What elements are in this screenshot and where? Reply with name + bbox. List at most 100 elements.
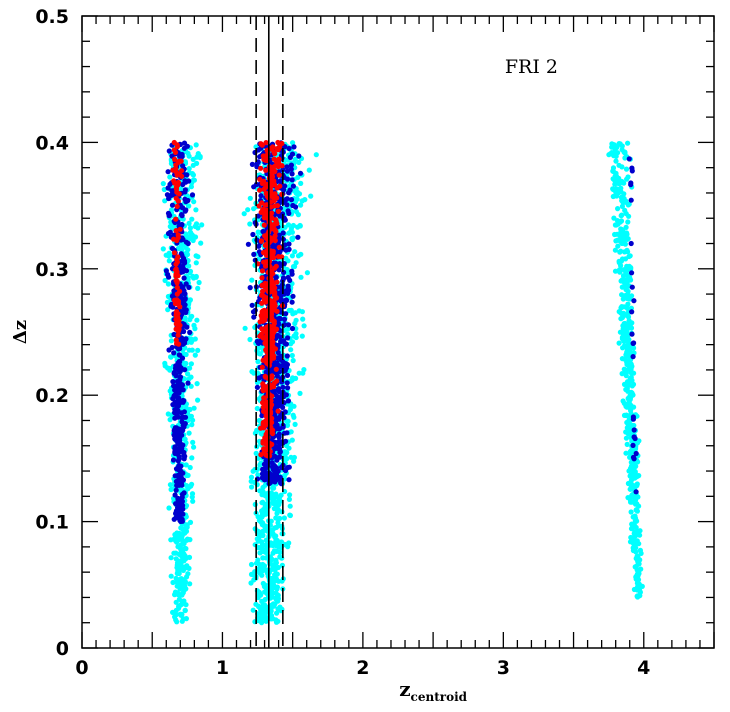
data-point: [625, 140, 631, 146]
data-point: [260, 499, 266, 505]
data-point: [271, 221, 278, 228]
data-point: [273, 472, 280, 478]
data-point: [189, 347, 195, 353]
data-point: [617, 269, 623, 275]
data-point: [275, 386, 282, 392]
data-point: [626, 424, 633, 430]
data-point: [629, 525, 635, 531]
data-point: [612, 247, 619, 253]
data-point: [198, 240, 204, 246]
data-point: [174, 565, 180, 571]
data-point: [299, 309, 305, 315]
data-point: [628, 266, 634, 272]
data-point: [178, 399, 184, 405]
data-point: [626, 430, 632, 436]
data-point: [191, 405, 197, 411]
data-point: [293, 317, 299, 323]
data-point: [288, 197, 295, 203]
data-point: [291, 458, 297, 464]
data-point: [173, 184, 179, 190]
data-point: [623, 224, 629, 230]
data-point: [290, 293, 296, 299]
y-tick-label: 0.5: [35, 6, 69, 28]
data-point: [278, 492, 284, 498]
data-point: [175, 322, 182, 328]
data-point: [261, 326, 267, 332]
data-point: [284, 422, 291, 428]
data-point: [181, 490, 187, 496]
data-point: [284, 380, 290, 386]
data-point: [277, 554, 283, 560]
data-point: [195, 397, 201, 403]
data-point: [290, 235, 296, 241]
data-point: [176, 395, 182, 401]
data-point: [637, 547, 644, 554]
data-point: [288, 228, 294, 234]
x-axis-label-subscript: centroid: [411, 690, 468, 704]
data-point: [622, 343, 628, 349]
data-point: [176, 605, 182, 611]
data-point: [263, 555, 269, 561]
data-point: [624, 263, 630, 269]
data-point: [248, 474, 255, 480]
y-tick-label: 0.3: [35, 259, 69, 281]
data-point: [189, 455, 195, 461]
y-tick-labels: 0 0.1 0.2 0.3 0.4 0.5: [35, 6, 69, 660]
data-point: [187, 464, 193, 471]
data-point: [624, 359, 630, 365]
data-point: [183, 602, 189, 608]
data-point: [281, 515, 287, 521]
data-point: [627, 253, 633, 259]
data-point: [254, 536, 260, 542]
data-point: [181, 551, 187, 557]
data-point: [276, 172, 282, 178]
data-point: [630, 381, 637, 387]
data-point: [259, 268, 266, 274]
data-point: [183, 546, 189, 552]
data-point: [187, 365, 193, 371]
data-point: [173, 487, 179, 493]
data-point: [263, 167, 269, 173]
data-point: [251, 251, 257, 257]
data-point: [271, 156, 277, 162]
data-point: [185, 571, 191, 577]
data-point: [166, 258, 172, 264]
data-point: [273, 515, 279, 521]
data-point: [618, 213, 624, 219]
data-point: [183, 586, 189, 592]
data-point: [183, 207, 189, 213]
data-point: [630, 416, 637, 422]
data-point: [288, 162, 294, 168]
data-point: [250, 309, 257, 315]
data-point: [259, 508, 265, 514]
data-point: [181, 275, 187, 281]
data-point: [271, 181, 278, 188]
data-point: [165, 307, 171, 313]
data-point: [285, 322, 292, 328]
data-point: [177, 558, 183, 565]
data-point: [254, 384, 260, 390]
data-point: [623, 371, 629, 377]
data-point: [182, 260, 188, 266]
data-point: [258, 141, 264, 147]
data-point: [168, 160, 174, 167]
data-point: [190, 498, 196, 504]
data-point: [261, 178, 267, 184]
data-point: [194, 381, 200, 387]
data-point: [259, 563, 265, 569]
data-point: [164, 192, 170, 198]
data-point: [178, 525, 184, 531]
data-point: [257, 570, 263, 576]
data-point: [619, 277, 626, 283]
data-point: [260, 532, 266, 538]
data-point: [268, 398, 274, 404]
data-point: [278, 328, 284, 334]
data-point: [613, 238, 619, 244]
data-point: [177, 374, 184, 380]
data-point: [181, 328, 187, 335]
data-points: [160, 139, 645, 626]
data-point: [171, 331, 177, 338]
data-point: [614, 177, 620, 183]
data-point: [276, 578, 282, 584]
